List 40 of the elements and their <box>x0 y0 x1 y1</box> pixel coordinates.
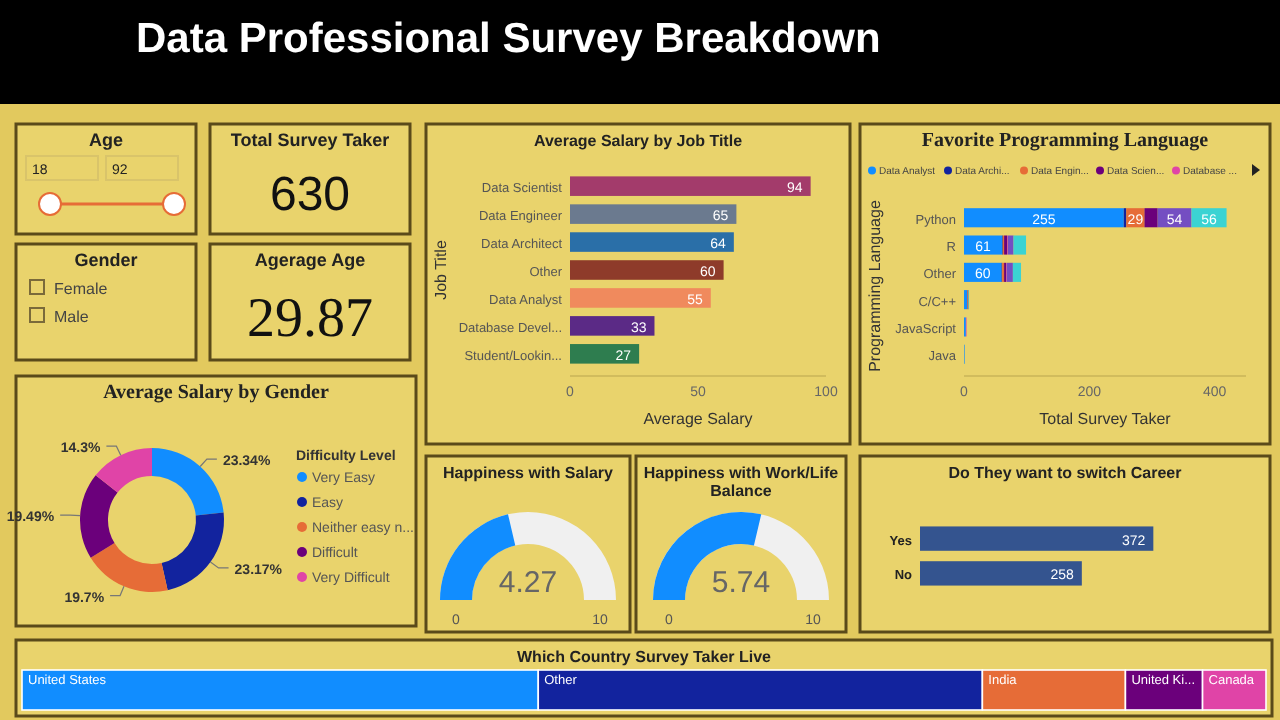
bar <box>1007 235 1014 255</box>
bar <box>570 232 734 252</box>
bar <box>570 316 655 336</box>
text: 630 <box>269 168 351 222</box>
bar <box>570 176 811 196</box>
bar <box>1013 235 1027 255</box>
text: 5.74 <box>711 566 771 600</box>
text: Gender <box>74 250 139 270</box>
text: Female <box>54 280 109 298</box>
text: Agerage Age <box>254 250 366 270</box>
text: Total Survey Taker <box>230 130 391 150</box>
donut-slice <box>161 512 224 591</box>
bar <box>1006 262 1013 282</box>
bar <box>964 235 1003 255</box>
text: Happiness with Salary <box>443 464 615 482</box>
bar <box>570 344 640 364</box>
bar <box>570 204 737 224</box>
chart-title: Favorite Programming Language <box>921 130 1210 152</box>
chart-title: Average Salary by Gender <box>103 382 330 404</box>
chart-title: Do They want to switch Career <box>948 464 1182 482</box>
x-axis-title: Total Survey Taker <box>1039 410 1172 428</box>
bar <box>570 288 711 308</box>
chart-title: Average Salary by Job Title <box>533 132 744 150</box>
donut-slice <box>152 448 224 516</box>
bar <box>964 208 1124 228</box>
y-axis-title: Programming Language <box>866 199 884 372</box>
text: Data Professional Survey Breakdown <box>136 16 881 62</box>
text: 4.27 <box>498 566 558 600</box>
text: Age <box>88 130 124 150</box>
chart-title: Which Country Survey Taker Live <box>517 648 773 666</box>
text: Male <box>54 308 90 326</box>
bar <box>1012 262 1022 282</box>
text: Happiness with Work/Life Balance <box>643 464 840 500</box>
text: 29.87 <box>247 288 373 350</box>
donut-slice <box>80 475 118 558</box>
bar <box>1144 208 1158 228</box>
donut-slice <box>90 543 168 592</box>
y-axis-title: Job Title <box>432 239 450 300</box>
bar <box>570 260 724 280</box>
x-axis-title: Average Salary <box>643 410 753 428</box>
